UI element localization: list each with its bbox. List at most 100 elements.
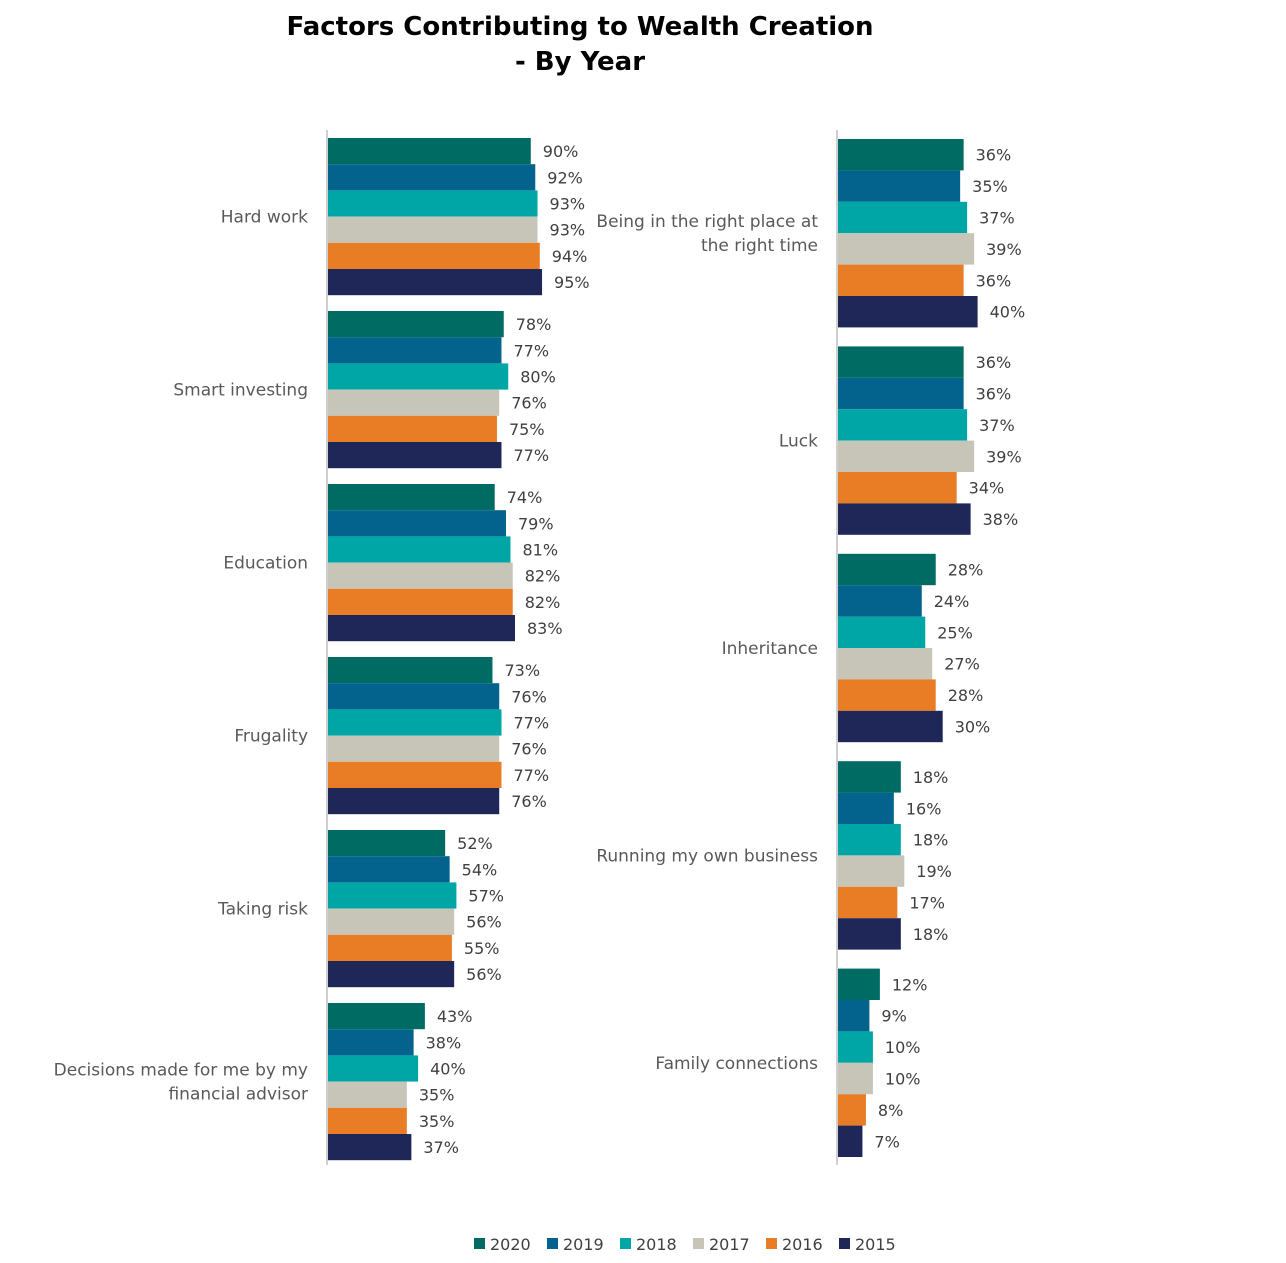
value-label-2016: 55% <box>464 939 500 958</box>
category-label-line: financial advisor <box>168 1085 308 1105</box>
category-label-line: Inheritance <box>722 639 818 659</box>
value-label-2018: 80% <box>520 368 556 387</box>
value-label-2015: 76% <box>511 792 547 811</box>
category-label-line: Frugality <box>234 727 308 747</box>
value-label-2015: 95% <box>554 273 590 292</box>
bar-2018 <box>328 363 509 390</box>
category-label-line: Decisions made for me by my <box>54 1061 308 1081</box>
bar-2019 <box>838 1000 870 1032</box>
bar-2018 <box>838 824 901 856</box>
value-label-2016: 28% <box>948 686 984 705</box>
bar-2017 <box>328 908 455 935</box>
bar-2019 <box>328 164 536 191</box>
bar-2017 <box>838 233 975 265</box>
value-label-2020: 78% <box>516 315 552 334</box>
bar-2020 <box>838 761 901 793</box>
bar-2015 <box>328 442 502 469</box>
value-label-2017: 19% <box>916 862 952 881</box>
bar-2018 <box>328 536 511 563</box>
value-label-2015: 37% <box>423 1138 459 1157</box>
value-label-2017: 76% <box>511 394 547 413</box>
bar-2019 <box>838 585 922 617</box>
legend-swatch-2017 <box>693 1238 704 1249</box>
legend-label-2020: 2020 <box>490 1235 531 1254</box>
bar-2017 <box>328 1081 407 1108</box>
chart-title-line-2: - By Year <box>514 47 646 77</box>
value-label-2017: 39% <box>986 240 1022 259</box>
bar-2019 <box>328 1029 414 1056</box>
bar-2017 <box>328 562 513 589</box>
category-label: Being in the right place at the right tim… <box>596 212 818 256</box>
bar-2019 <box>328 683 500 710</box>
bar-2016 <box>328 588 513 615</box>
bar-2017 <box>838 1062 873 1095</box>
value-label-2018: 18% <box>913 831 949 850</box>
category-label-line: Luck <box>779 432 818 452</box>
value-label-2019: 9% <box>881 1007 906 1026</box>
value-label-2019: 16% <box>906 799 942 818</box>
value-label-2016: 35% <box>419 1112 455 1131</box>
category-label: Luck <box>779 432 818 452</box>
bar-2017 <box>328 735 500 762</box>
value-label-2020: 73% <box>504 661 540 680</box>
bar-2018 <box>328 1055 419 1082</box>
bar-2017 <box>838 648 933 680</box>
legend-swatch-2018 <box>620 1238 631 1249</box>
bar-2020 <box>328 830 446 857</box>
legend-label-2018: 2018 <box>636 1235 677 1254</box>
value-label-2017: 93% <box>550 221 586 240</box>
value-label-2020: 52% <box>457 834 493 853</box>
bar-2016 <box>328 415 497 442</box>
chart-title: Factors Contributing to Wealth Creation … <box>180 10 980 80</box>
category-label-line: Smart investing <box>173 381 308 401</box>
value-label-2015: 7% <box>874 1132 899 1151</box>
category-label-line: the right time <box>701 236 818 256</box>
value-label-2017: 76% <box>511 740 547 759</box>
value-label-2018: 40% <box>430 1060 466 1079</box>
value-label-2015: 56% <box>466 965 502 984</box>
bar-2020 <box>328 311 504 338</box>
bar-2020 <box>838 968 880 1000</box>
value-label-2018: 10% <box>885 1038 921 1057</box>
value-label-2020: 74% <box>507 488 543 507</box>
value-label-2019: 77% <box>513 341 549 360</box>
bar-2019 <box>328 337 502 364</box>
legend-label-2016: 2016 <box>782 1235 823 1254</box>
category-label-line: Being in the right place at <box>596 212 818 232</box>
value-label-2019: 79% <box>518 514 554 533</box>
bar-2015 <box>328 961 455 988</box>
value-label-2020: 28% <box>948 561 984 580</box>
value-label-2018: 81% <box>522 541 558 560</box>
category-label: Smart investing <box>173 381 308 401</box>
bar-2020 <box>328 138 531 165</box>
value-label-2019: 24% <box>934 592 970 611</box>
value-label-2016: 34% <box>969 479 1005 498</box>
value-label-2016: 77% <box>513 766 549 785</box>
bar-2020 <box>328 657 493 684</box>
value-label-2019: 38% <box>426 1033 462 1052</box>
legend-swatch-2019 <box>547 1238 558 1249</box>
bar-2015 <box>838 503 971 535</box>
bar-2018 <box>328 709 502 736</box>
bar-2015 <box>838 918 901 950</box>
value-label-2020: 36% <box>976 146 1012 165</box>
bar-2018 <box>838 201 968 234</box>
value-label-2020: 36% <box>976 353 1012 372</box>
category-label-line: Running my own business <box>596 846 818 866</box>
bar-2018 <box>328 882 457 909</box>
value-label-2019: 92% <box>547 168 583 187</box>
bar-2020 <box>838 346 964 378</box>
bar-2018 <box>838 409 968 441</box>
value-label-2018: 77% <box>513 714 549 733</box>
value-label-2017: 35% <box>419 1086 455 1105</box>
chart-title-line-1: Factors Contributing to Wealth Creation <box>286 12 874 42</box>
value-label-2016: 75% <box>509 420 545 439</box>
bar-2019 <box>838 170 961 202</box>
bar-2015 <box>328 269 543 296</box>
value-label-2017: 39% <box>986 447 1022 466</box>
value-label-2020: 12% <box>892 975 928 994</box>
bar-2016 <box>838 264 964 296</box>
bar-2018 <box>838 616 926 648</box>
bar-2016 <box>328 242 540 269</box>
value-label-2015: 18% <box>913 925 949 944</box>
